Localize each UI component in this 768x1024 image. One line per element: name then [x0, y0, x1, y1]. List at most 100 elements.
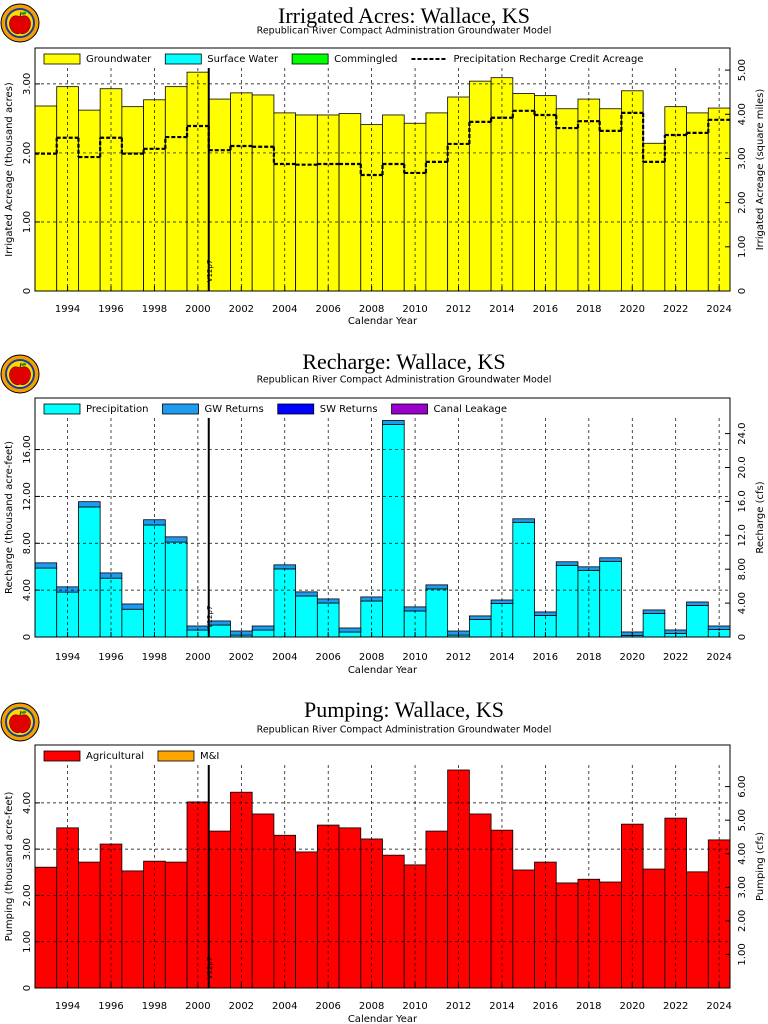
bar	[316, 602, 340, 638]
bar	[251, 813, 275, 989]
x-tick-label: 1998	[142, 652, 167, 663]
bar	[642, 868, 666, 989]
y2-tick-label: 1.00	[737, 943, 748, 965]
legend-swatch	[43, 750, 81, 762]
bar	[338, 113, 362, 292]
x-tick-label: 1996	[98, 652, 123, 663]
bar	[686, 871, 709, 989]
x-tick-label: 2020	[620, 1001, 645, 1012]
x-tick-label: 2014	[489, 304, 514, 315]
x-tick-label: 2016	[533, 652, 558, 663]
bar	[425, 588, 449, 638]
annotation-label: V12p7	[206, 957, 214, 980]
y-tick-label: 2.00	[22, 142, 33, 164]
x-tick-label: 2024	[706, 652, 731, 663]
x-tick-label: 2010	[402, 304, 427, 315]
bar	[295, 114, 318, 292]
x-tick-label: 2012	[446, 652, 471, 663]
x-tick-label: 2024	[706, 304, 731, 315]
x-tick-label: 2018	[576, 1001, 601, 1012]
bar	[425, 830, 449, 989]
y-tick-label: 8.00	[22, 532, 33, 554]
x-tick-label: 2006	[315, 304, 340, 315]
legend-background	[36, 746, 729, 765]
bar	[295, 851, 318, 989]
bar	[273, 568, 297, 638]
chart-title: Recharge: Wallace, KS	[302, 349, 505, 374]
legend-swatch	[43, 403, 81, 415]
y2-tick-label: 4.00	[737, 592, 748, 614]
logo	[0, 3, 40, 43]
x-axis-title: Calendar Year	[348, 1014, 418, 1024]
bar	[425, 112, 449, 292]
x-tick-label: 2004	[272, 1001, 297, 1012]
bar	[599, 560, 622, 638]
bar	[555, 108, 579, 292]
x-tick-label: 2008	[359, 304, 384, 315]
plot-frame	[34, 744, 731, 989]
bar	[642, 613, 666, 638]
x-tick-label: 2004	[272, 652, 297, 663]
y2-tick-label: 3.00	[737, 876, 748, 898]
bar	[34, 567, 58, 638]
x-tick-label: 2014	[489, 1001, 514, 1012]
y-axis-title: Recharge (thousand acre-feet)	[4, 441, 15, 594]
bar	[512, 869, 535, 989]
x-tick-label: 2008	[359, 1001, 384, 1012]
y2-tick-label: 8.00	[737, 558, 748, 580]
bar	[642, 142, 666, 292]
x-tick-label: 2016	[533, 1001, 558, 1012]
bar	[686, 601, 709, 606]
x-tick-label: 2018	[576, 304, 601, 315]
legend-label: M&I	[200, 751, 219, 762]
y2-tick-label: 4.00	[737, 843, 748, 865]
x-tick-label: 1994	[55, 304, 80, 315]
x-tick-label: 1996	[98, 304, 123, 315]
annotation-label: V12p7	[206, 606, 214, 629]
x-tick-label: 2000	[185, 304, 210, 315]
x-tick-label: 1996	[98, 1001, 123, 1012]
x-tick-label: 2006	[315, 1001, 340, 1012]
y-tick-label: 4.00	[22, 792, 33, 814]
bar	[555, 564, 579, 638]
bar	[251, 94, 275, 292]
legend-swatch	[277, 403, 315, 415]
bar	[78, 109, 101, 292]
y2-tick-label: 2.00	[737, 192, 748, 214]
bar	[164, 541, 188, 638]
legend-swatch	[43, 53, 81, 65]
bar	[382, 420, 405, 425]
chart-title: Irrigated Acres: Wallace, KS	[278, 3, 530, 28]
legend-swatch	[157, 750, 195, 762]
x-tick-label: 2020	[620, 652, 645, 663]
bar	[555, 882, 579, 989]
legend-label: SW Returns	[320, 404, 378, 415]
bar	[686, 112, 709, 292]
x-tick-label: 2002	[229, 652, 254, 663]
bar	[121, 608, 144, 638]
legend-label: Groundwater	[86, 54, 152, 65]
bar	[164, 86, 188, 292]
bar	[382, 114, 405, 292]
y2-tick-label: 20.0	[737, 456, 748, 478]
bar	[338, 827, 362, 989]
bar	[295, 591, 318, 597]
y-tick-label: 2.00	[22, 884, 33, 906]
legend-background	[36, 49, 729, 68]
x-tick-label: 2006	[315, 652, 340, 663]
x-axis-title: Calendar Year	[348, 665, 418, 676]
legend-swatch	[391, 403, 428, 415]
logo	[0, 702, 40, 742]
legend-swatch	[162, 403, 199, 415]
bar	[338, 631, 362, 638]
bar	[251, 629, 275, 638]
bar	[468, 619, 492, 638]
chart-subtitle: Republican River Compact Administration …	[257, 725, 552, 736]
bar	[121, 603, 144, 610]
x-tick-label: 2016	[533, 304, 558, 315]
x-tick-label: 2010	[402, 1001, 427, 1012]
y2-tick-label: 5.00	[737, 809, 748, 831]
chart-subtitle: Republican River Compact Administration …	[257, 375, 552, 386]
logo	[0, 354, 40, 394]
